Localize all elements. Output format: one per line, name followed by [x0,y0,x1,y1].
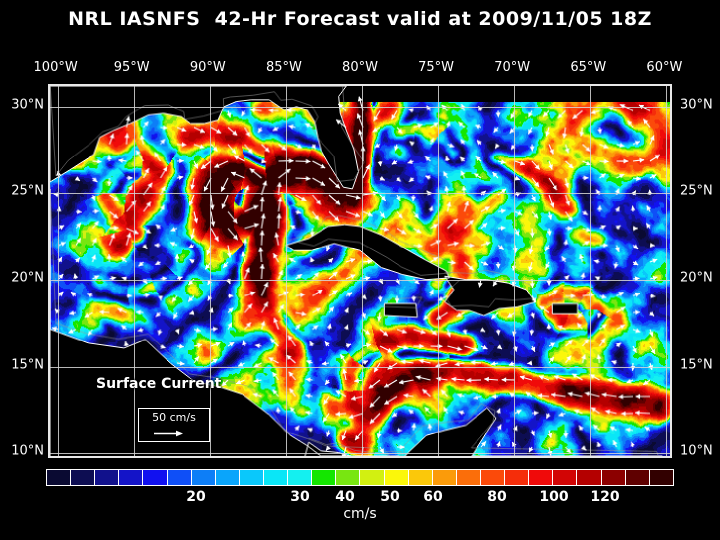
lat-tick-label: 15°N [11,357,44,372]
colorbar-swatch [71,470,96,485]
lon-tick-label: 75°W [418,60,455,75]
colorbar-tick-label: 100 [539,489,569,505]
lon-tick-label: 100°W [33,60,78,75]
page-title: NRL IASNFS 42-Hr Forecast valid at 2009/… [68,8,652,30]
colorbar-tick-label: 120 [590,489,620,505]
colorbar-tick-label: 60 [423,489,443,505]
colorbar-swatch [456,470,481,485]
ocean-current-heatmap-canvas [50,86,670,456]
colorbar-swatch [312,470,337,485]
colorbar-swatch [529,470,554,485]
scale-value-label: 50 cm/s [152,411,196,424]
lon-tick-label: 80°W [342,60,378,75]
colorbar-tick-label: 80 [487,489,507,505]
lat-tick-label: 30°N [11,97,44,113]
colorbar-swatch [505,470,530,485]
colorbar-swatch [95,470,120,485]
colorbar-swatch [360,470,385,485]
colorbar-swatch [239,470,264,485]
lat-tick-label: 20°N [11,270,44,286]
colorbar-swatch [480,470,506,485]
lat-tick-label: 25°N [11,183,44,199]
lon-tick-label: 70°W [494,60,531,75]
colorbar-swatch [384,470,409,485]
colorbar-swatch [215,470,240,485]
colorbar-tick-label: 30 [290,489,310,505]
lat-tick-label: 25°N [680,183,713,199]
lat-tick-label: 10°N [680,443,713,459]
colorbar-swatch [649,470,673,485]
colorbar-tick-label: 40 [335,489,355,505]
colorbar-swatch [553,470,578,485]
colorbar-swatch [601,470,626,485]
lat-tick-label: 20°N [680,270,713,286]
colorbar-unit-label: cm/s [343,506,377,522]
colorbar-swatch [577,470,602,485]
scale-reference-box: 50 cm/s [138,408,210,442]
lon-tick-label: 65°W [570,60,607,75]
lon-tick-label: 90°W [189,60,226,75]
colorbar-swatch [119,470,144,485]
colorbar-swatch [336,470,361,485]
colorbar-swatch [191,470,216,485]
colorbar-tick-label: 50 [380,489,400,505]
current-speed-field [50,86,670,456]
colorbar-swatch [432,470,457,485]
speed-colorbar [46,469,674,486]
lat-tick-label: 15°N [680,357,713,372]
lon-tick-label: 60°W [646,60,683,75]
colorbar-swatch [47,470,72,485]
colorbar-swatch [408,470,433,485]
arrow-right-icon [154,430,183,437]
colorbar-swatch [288,470,313,485]
colorbar-swatch [143,470,168,485]
lon-tick-label: 95°W [113,60,150,75]
surface-current-label: Surface Current [96,376,222,392]
colorbar-swatch [167,470,192,485]
lat-tick-label: 10°N [11,443,44,459]
colorbar-tick-label: 20 [186,489,206,505]
lat-tick-label: 30°N [680,97,713,113]
lon-tick-label: 85°W [265,60,302,75]
map-plot-frame [48,84,672,458]
colorbar-swatch [625,470,650,485]
colorbar-swatch [263,470,289,485]
